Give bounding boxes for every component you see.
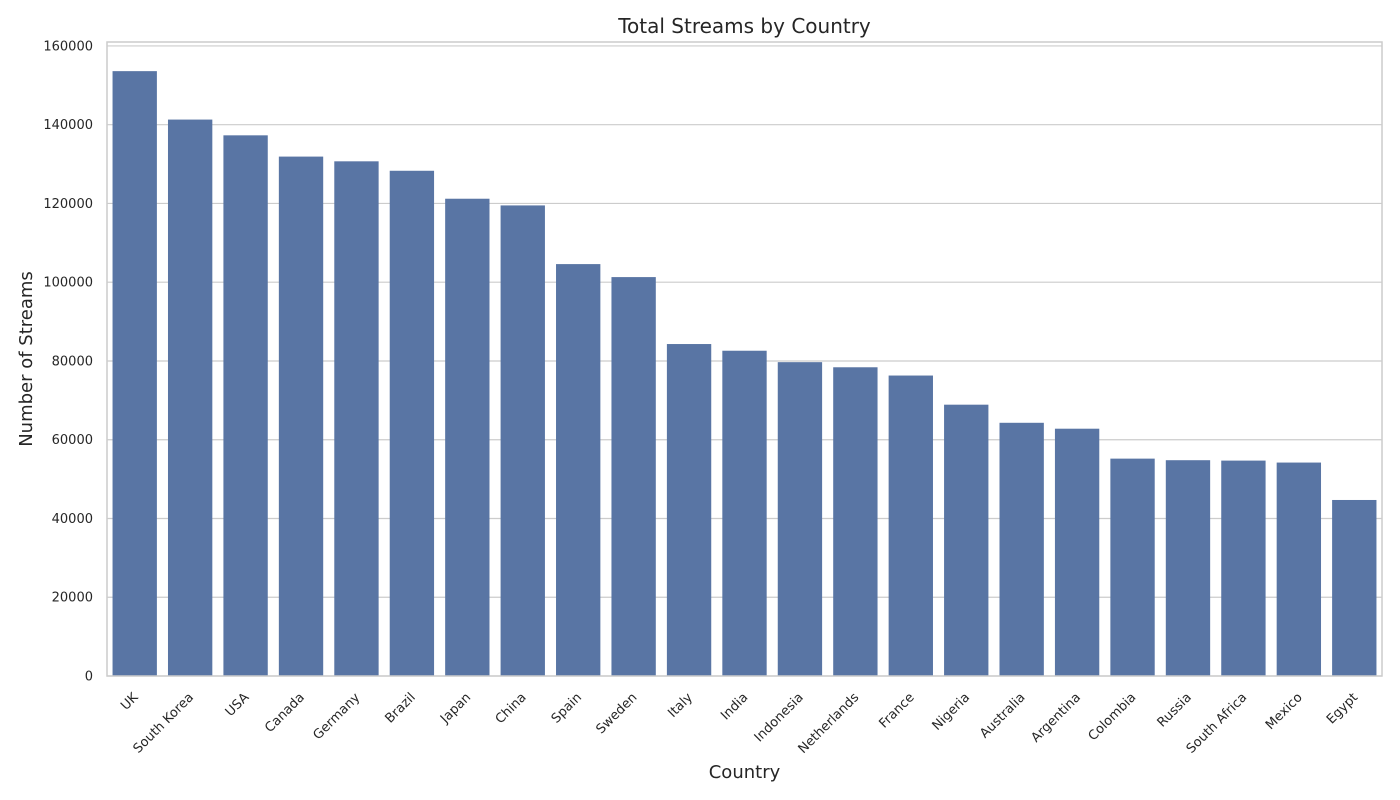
x-tick-label: Australia <box>977 690 1028 741</box>
x-tick-label: Egypt <box>1324 690 1361 727</box>
bar-italy <box>666 344 712 676</box>
x-tick-label: China <box>493 690 530 727</box>
y-tick-label: 140000 <box>43 118 93 133</box>
x-tick-label: USA <box>223 690 253 720</box>
x-tick-label: UK <box>118 690 142 714</box>
x-tick-label: Sweden <box>594 690 641 737</box>
bar-mexico <box>1276 462 1322 676</box>
x-tick-label: Spain <box>549 690 585 726</box>
chart-title: Total Streams by Country <box>617 14 871 38</box>
x-tick-label: Italy <box>665 690 696 721</box>
x-tick-label: Argentina <box>1028 690 1083 745</box>
x-tick-label: Colombia <box>1086 690 1140 744</box>
x-tick-label: Japan <box>437 690 474 727</box>
x-tick-label: France <box>876 690 917 731</box>
bar-china <box>500 205 545 676</box>
x-tick-label: Germany <box>310 690 363 743</box>
x-tick-label: Brazil <box>382 690 418 726</box>
bar-indonesia <box>777 362 823 676</box>
bar-egypt <box>1332 499 1377 676</box>
x-axis-title: Country <box>709 762 781 783</box>
bar-nigeria <box>944 404 989 676</box>
bar-brazil <box>389 170 435 676</box>
bar-canada <box>278 156 324 677</box>
bar-india <box>722 350 767 676</box>
y-tick-label: 60000 <box>52 433 93 448</box>
bar-south-africa <box>1221 460 1266 676</box>
y-tick-label: 160000 <box>43 39 93 54</box>
y-tick-label: 100000 <box>43 276 93 291</box>
y-axis-title: Number of Streams <box>16 271 37 447</box>
y-tick-label: 120000 <box>43 197 93 212</box>
bar-germany <box>334 161 379 677</box>
bar-argentina <box>1054 428 1100 676</box>
bar-japan <box>445 198 490 676</box>
x-tick-label: Canada <box>262 690 308 736</box>
bar-colombia <box>1110 458 1155 676</box>
bar-usa <box>223 135 268 677</box>
bar-australia <box>999 422 1044 676</box>
bar-sweden <box>611 277 656 676</box>
bar-russia <box>1165 460 1211 676</box>
x-tick-label: Indonesia <box>752 690 807 745</box>
y-tick-label: 80000 <box>52 354 93 369</box>
bar-netherlands <box>833 367 878 676</box>
x-tick-label: Russia <box>1155 690 1195 730</box>
y-tick-label: 40000 <box>52 512 93 527</box>
y-tick-label: 20000 <box>52 591 93 606</box>
y-tick-label: 0 <box>85 670 93 685</box>
x-tick-label: Nigeria <box>930 690 973 733</box>
x-tick-label: Mexico <box>1263 690 1306 733</box>
y-tick-labels: 0 20000 40000 60000 80000 100000 120000 140000 1… <box>43 39 93 684</box>
bar-france <box>888 375 933 676</box>
plot-frame <box>106 41 1383 677</box>
bar-south-korea <box>167 119 213 676</box>
x-tick-label: India <box>718 690 751 723</box>
bar-spain <box>556 264 601 676</box>
bar-uk <box>112 71 157 676</box>
bars-layer <box>112 71 1377 677</box>
